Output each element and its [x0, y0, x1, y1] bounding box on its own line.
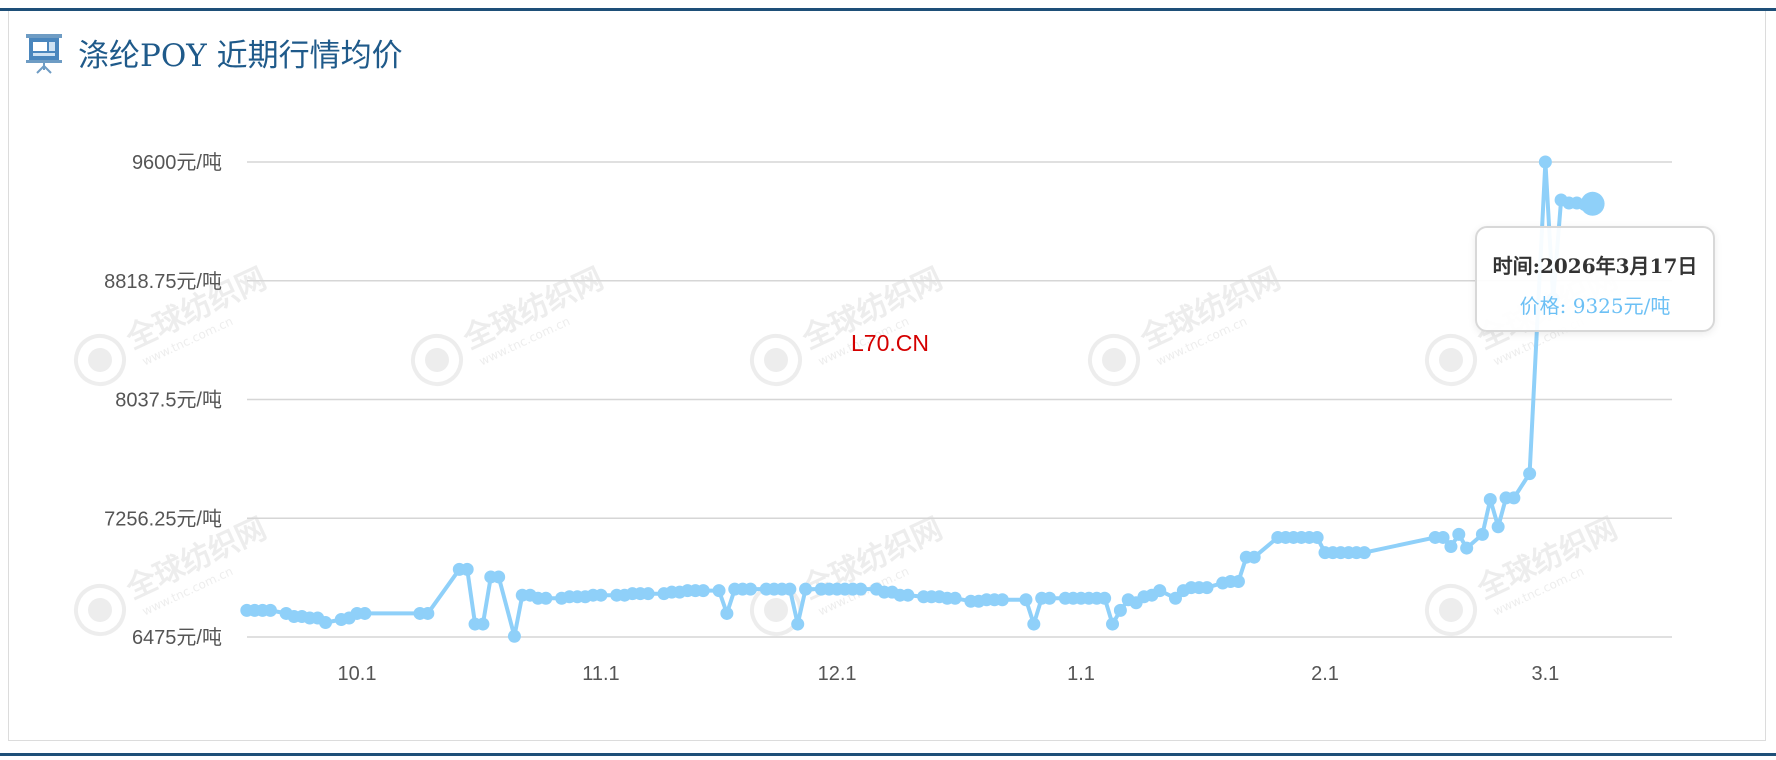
- top-rule: [0, 8, 1776, 11]
- x-tick-label: 11.1: [582, 663, 619, 685]
- bottom-rule: [0, 753, 1776, 756]
- chart-tooltip: 时间:2026年3月17日 价格: 9325元/吨: [1475, 226, 1715, 332]
- data-point: [1475, 527, 1489, 541]
- data-point: [1113, 603, 1127, 617]
- series-markers: [240, 155, 1605, 643]
- data-point: [901, 588, 915, 602]
- data-point: [1043, 591, 1057, 605]
- panel-header: 涤纶POY 近期行情均价: [24, 30, 403, 74]
- y-tick-label: 8818.75元/吨: [104, 270, 222, 293]
- data-point: [791, 617, 805, 631]
- x-tick-label: 12.1: [818, 663, 857, 685]
- data-point: [1200, 581, 1214, 595]
- highlighted-point: [1580, 191, 1605, 216]
- x-tick-label: 10.1: [338, 663, 377, 685]
- data-point: [854, 582, 868, 596]
- data-point: [744, 582, 757, 596]
- data-point: [421, 606, 435, 620]
- data-point: [1019, 593, 1033, 607]
- data-point: [995, 593, 1009, 607]
- data-point: [1027, 617, 1041, 631]
- data-point: [594, 588, 608, 602]
- data-point: [1507, 491, 1521, 505]
- data-point: [1444, 540, 1458, 554]
- data-point: [1460, 541, 1474, 555]
- data-point: [1247, 550, 1261, 564]
- data-point: [1452, 527, 1466, 541]
- y-tick-label: 7256.25元/吨: [104, 507, 222, 530]
- data-point: [720, 606, 734, 620]
- data-point: [1436, 530, 1450, 544]
- page-title: 涤纶POY 近期行情均价: [78, 37, 403, 74]
- x-tick-label: 1.1: [1067, 663, 1095, 685]
- data-point: [1523, 467, 1537, 481]
- watermark-text: L70.CN: [851, 330, 929, 356]
- data-point: [1106, 617, 1120, 631]
- data-point: [696, 584, 710, 598]
- data-point: [1310, 530, 1324, 544]
- data-point: [948, 591, 962, 605]
- data-point: [1357, 546, 1371, 560]
- grid-lines: [247, 161, 1672, 638]
- data-point: [799, 582, 813, 596]
- tooltip-time: 时间:2026年3月17日: [1492, 254, 1698, 278]
- data-point: [460, 562, 474, 576]
- data-point: [358, 606, 372, 620]
- data-point: [476, 617, 490, 631]
- chart-board-icon: [26, 34, 62, 74]
- data-point: [319, 616, 333, 630]
- data-point: [1491, 520, 1505, 534]
- x-tick-label: 3.1: [1531, 663, 1559, 685]
- data-point: [507, 629, 521, 643]
- x-tick-label: 2.1: [1311, 663, 1339, 685]
- y-tick-label: 8037.5元/吨: [115, 389, 222, 412]
- data-point: [492, 570, 506, 584]
- y-axis-labels: 6475元/吨 7256.25元/吨 8037.5元/吨 8818.75元/吨 9600…: [104, 151, 222, 649]
- data-point: [641, 587, 655, 601]
- y-tick-label: 6475元/吨: [132, 626, 222, 649]
- x-axis-labels: 10.1 11.1 12.1 1.1 2.1 3.1: [338, 663, 1560, 685]
- data-point: [1153, 584, 1167, 598]
- data-point: [1538, 155, 1552, 169]
- tooltip-price: 价格: 9325元/吨: [1519, 294, 1671, 318]
- data-point: [539, 591, 553, 605]
- data-point: [1098, 591, 1112, 605]
- data-point: [1483, 492, 1497, 506]
- y-tick-label: 9600元/吨: [132, 151, 222, 174]
- data-point: [712, 584, 726, 598]
- data-point: [263, 603, 277, 617]
- data-point: [1231, 575, 1245, 589]
- data-point: [783, 582, 797, 596]
